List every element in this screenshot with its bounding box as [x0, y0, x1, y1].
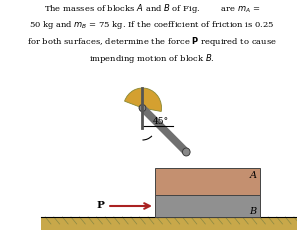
Circle shape [182, 148, 190, 156]
Wedge shape [125, 88, 161, 111]
Bar [155, 195, 260, 217]
Circle shape [139, 104, 146, 112]
Text: P: P [96, 202, 104, 210]
Text: The masses of blocks $A$ and $B$ of Fig.        are $m_A$ =
50 kg and $m_B$ = 75: The masses of blocks $A$ and $B$ of Fig.… [27, 2, 277, 65]
Text: A: A [250, 172, 257, 180]
Text: 45°: 45° [153, 116, 169, 126]
Bar [40, 217, 297, 230]
Text: B: B [250, 206, 257, 216]
Bar [155, 168, 260, 195]
